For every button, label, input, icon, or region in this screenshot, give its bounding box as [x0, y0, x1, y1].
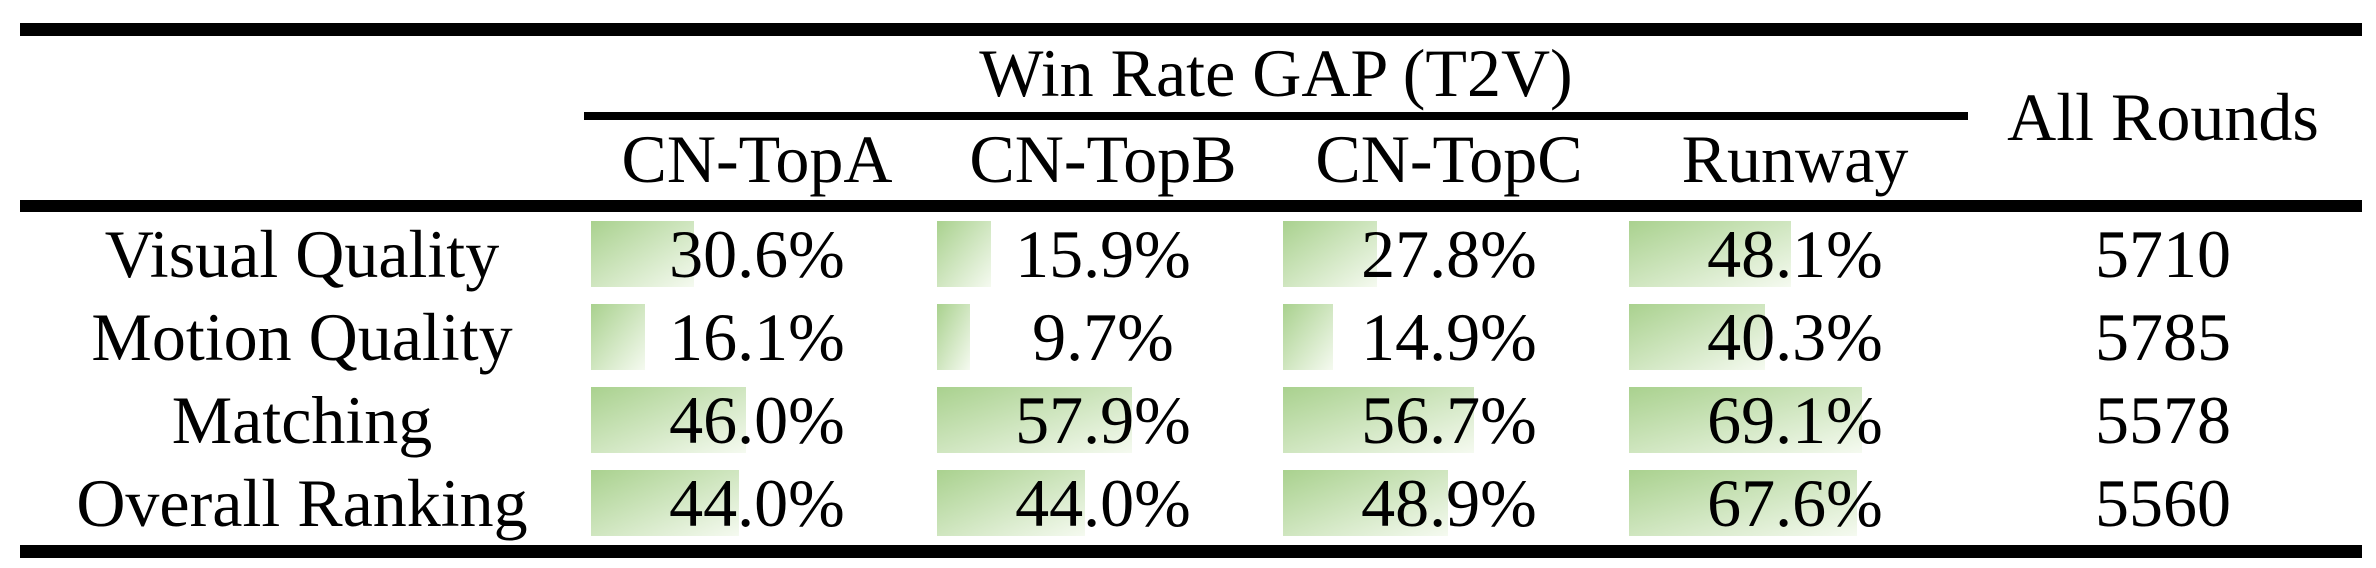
winrate-value: 48.1%: [1707, 215, 1883, 292]
winrate-value: 15.9%: [1015, 215, 1191, 292]
data-bar: [1629, 220, 1792, 287]
column-header-all-rounds: All Rounds: [2007, 79, 2319, 155]
header-bottom-rule: [20, 200, 2362, 212]
data-bar: [1283, 470, 1448, 537]
table-title: Win Rate GAP (T2V): [979, 35, 1573, 111]
all-rounds-value: 5560: [2095, 465, 2231, 542]
winrate-cell: 14.9%: [1276, 295, 1622, 378]
data-bar: [1629, 387, 1862, 454]
data-bar: [1283, 303, 1334, 370]
data-bar: [937, 220, 991, 287]
data-bar: [591, 470, 740, 537]
winrate-cell: 67.6%: [1622, 462, 1968, 545]
data-bar: [591, 220, 695, 287]
winrate-cell: 30.6%: [584, 212, 930, 295]
data-bar: [591, 387, 747, 454]
column-header-cn-topc: CN-TopC: [1315, 121, 1583, 197]
winrate-cell: 48.9%: [1276, 462, 1622, 545]
winrate-cell: 56.7%: [1276, 379, 1622, 462]
bottom-rule: [20, 545, 2362, 558]
bar-track: [1283, 470, 1620, 537]
winrate-value: 46.0%: [669, 382, 845, 459]
winrate-cell: 9.7%: [930, 295, 1276, 378]
winrate-cell: 46.0%: [584, 379, 930, 462]
table-row-matching: Matching 46.0% 57.9% 56.7% 69.1% 5578: [0, 379, 2376, 462]
winrate-cell: 44.0%: [584, 462, 930, 545]
title-underline-rule: [584, 112, 1968, 120]
winrate-cell: 27.8%: [1276, 212, 1622, 295]
winrate-cell: 16.1%: [584, 295, 930, 378]
winrate-value: 30.6%: [669, 215, 845, 292]
bar-track: [1629, 470, 1966, 537]
winrate-cell: 40.3%: [1622, 295, 1968, 378]
all-rounds-value: 5785: [2095, 298, 2231, 375]
winrate-cell: 57.9%: [930, 379, 1276, 462]
bar-track: [1283, 303, 1620, 370]
winrate-value: 48.9%: [1361, 465, 1537, 542]
winrate-value: 27.8%: [1361, 215, 1537, 292]
winrate-value: 16.1%: [669, 298, 845, 375]
winrate-cell: 15.9%: [930, 212, 1276, 295]
column-header-runway: Runway: [1681, 121, 1909, 197]
top-rule: [20, 23, 2362, 36]
data-bar: [937, 387, 1133, 454]
winrate-value: 14.9%: [1361, 298, 1537, 375]
bar-track: [591, 387, 928, 454]
bar-track: [937, 470, 1274, 537]
winrate-value: 40.3%: [1707, 298, 1883, 375]
winrate-cell: 69.1%: [1622, 379, 1968, 462]
bar-track: [937, 303, 1274, 370]
row-label: Visual Quality: [104, 215, 500, 292]
bar-track: [591, 470, 928, 537]
bar-track: [1629, 220, 1966, 287]
table-row-visual-quality: Visual Quality 30.6% 15.9% 27.8% 48.1% 5…: [0, 212, 2376, 295]
data-bar: [1283, 387, 1475, 454]
winrate-cell: 44.0%: [930, 462, 1276, 545]
winrate-value: 69.1%: [1707, 382, 1883, 459]
winrate-value: 44.0%: [1015, 465, 1191, 542]
row-label: Overall Ranking: [76, 465, 528, 542]
table-row-motion-quality: Motion Quality 16.1% 9.7% 14.9% 40.3% 57…: [0, 295, 2376, 378]
data-bar: [937, 303, 970, 370]
data-bar: [1629, 470, 1857, 537]
table-body: Visual Quality 30.6% 15.9% 27.8% 48.1% 5…: [0, 212, 2376, 545]
row-label: Matching: [171, 382, 433, 459]
bar-track: [1629, 303, 1966, 370]
data-bar: [1629, 303, 1765, 370]
bar-track: [591, 220, 928, 287]
all-rounds-value: 5578: [2095, 382, 2231, 459]
bar-track: [1629, 387, 1966, 454]
all-rounds-value: 5710: [2095, 215, 2231, 292]
data-bar: [937, 470, 1086, 537]
column-header-cn-topa: CN-TopA: [621, 121, 893, 197]
bar-track: [1283, 220, 1620, 287]
winrate-cell: 48.1%: [1622, 212, 1968, 295]
row-label: Motion Quality: [91, 298, 513, 375]
winrate-value: 67.6%: [1707, 465, 1883, 542]
bar-track: [591, 303, 928, 370]
column-header-cn-topb: CN-TopB: [969, 121, 1237, 197]
data-bar: [1283, 220, 1377, 287]
bar-track: [937, 387, 1274, 454]
data-bar: [591, 303, 646, 370]
table-row-overall-ranking: Overall Ranking 44.0% 44.0% 48.9% 67.6% …: [0, 462, 2376, 545]
winrate-value: 56.7%: [1361, 382, 1537, 459]
winrate-value: 9.7%: [1032, 298, 1174, 375]
winrate-value: 44.0%: [669, 465, 845, 542]
bar-track: [1283, 387, 1620, 454]
bar-track: [937, 220, 1274, 287]
winrate-value: 57.9%: [1015, 382, 1191, 459]
